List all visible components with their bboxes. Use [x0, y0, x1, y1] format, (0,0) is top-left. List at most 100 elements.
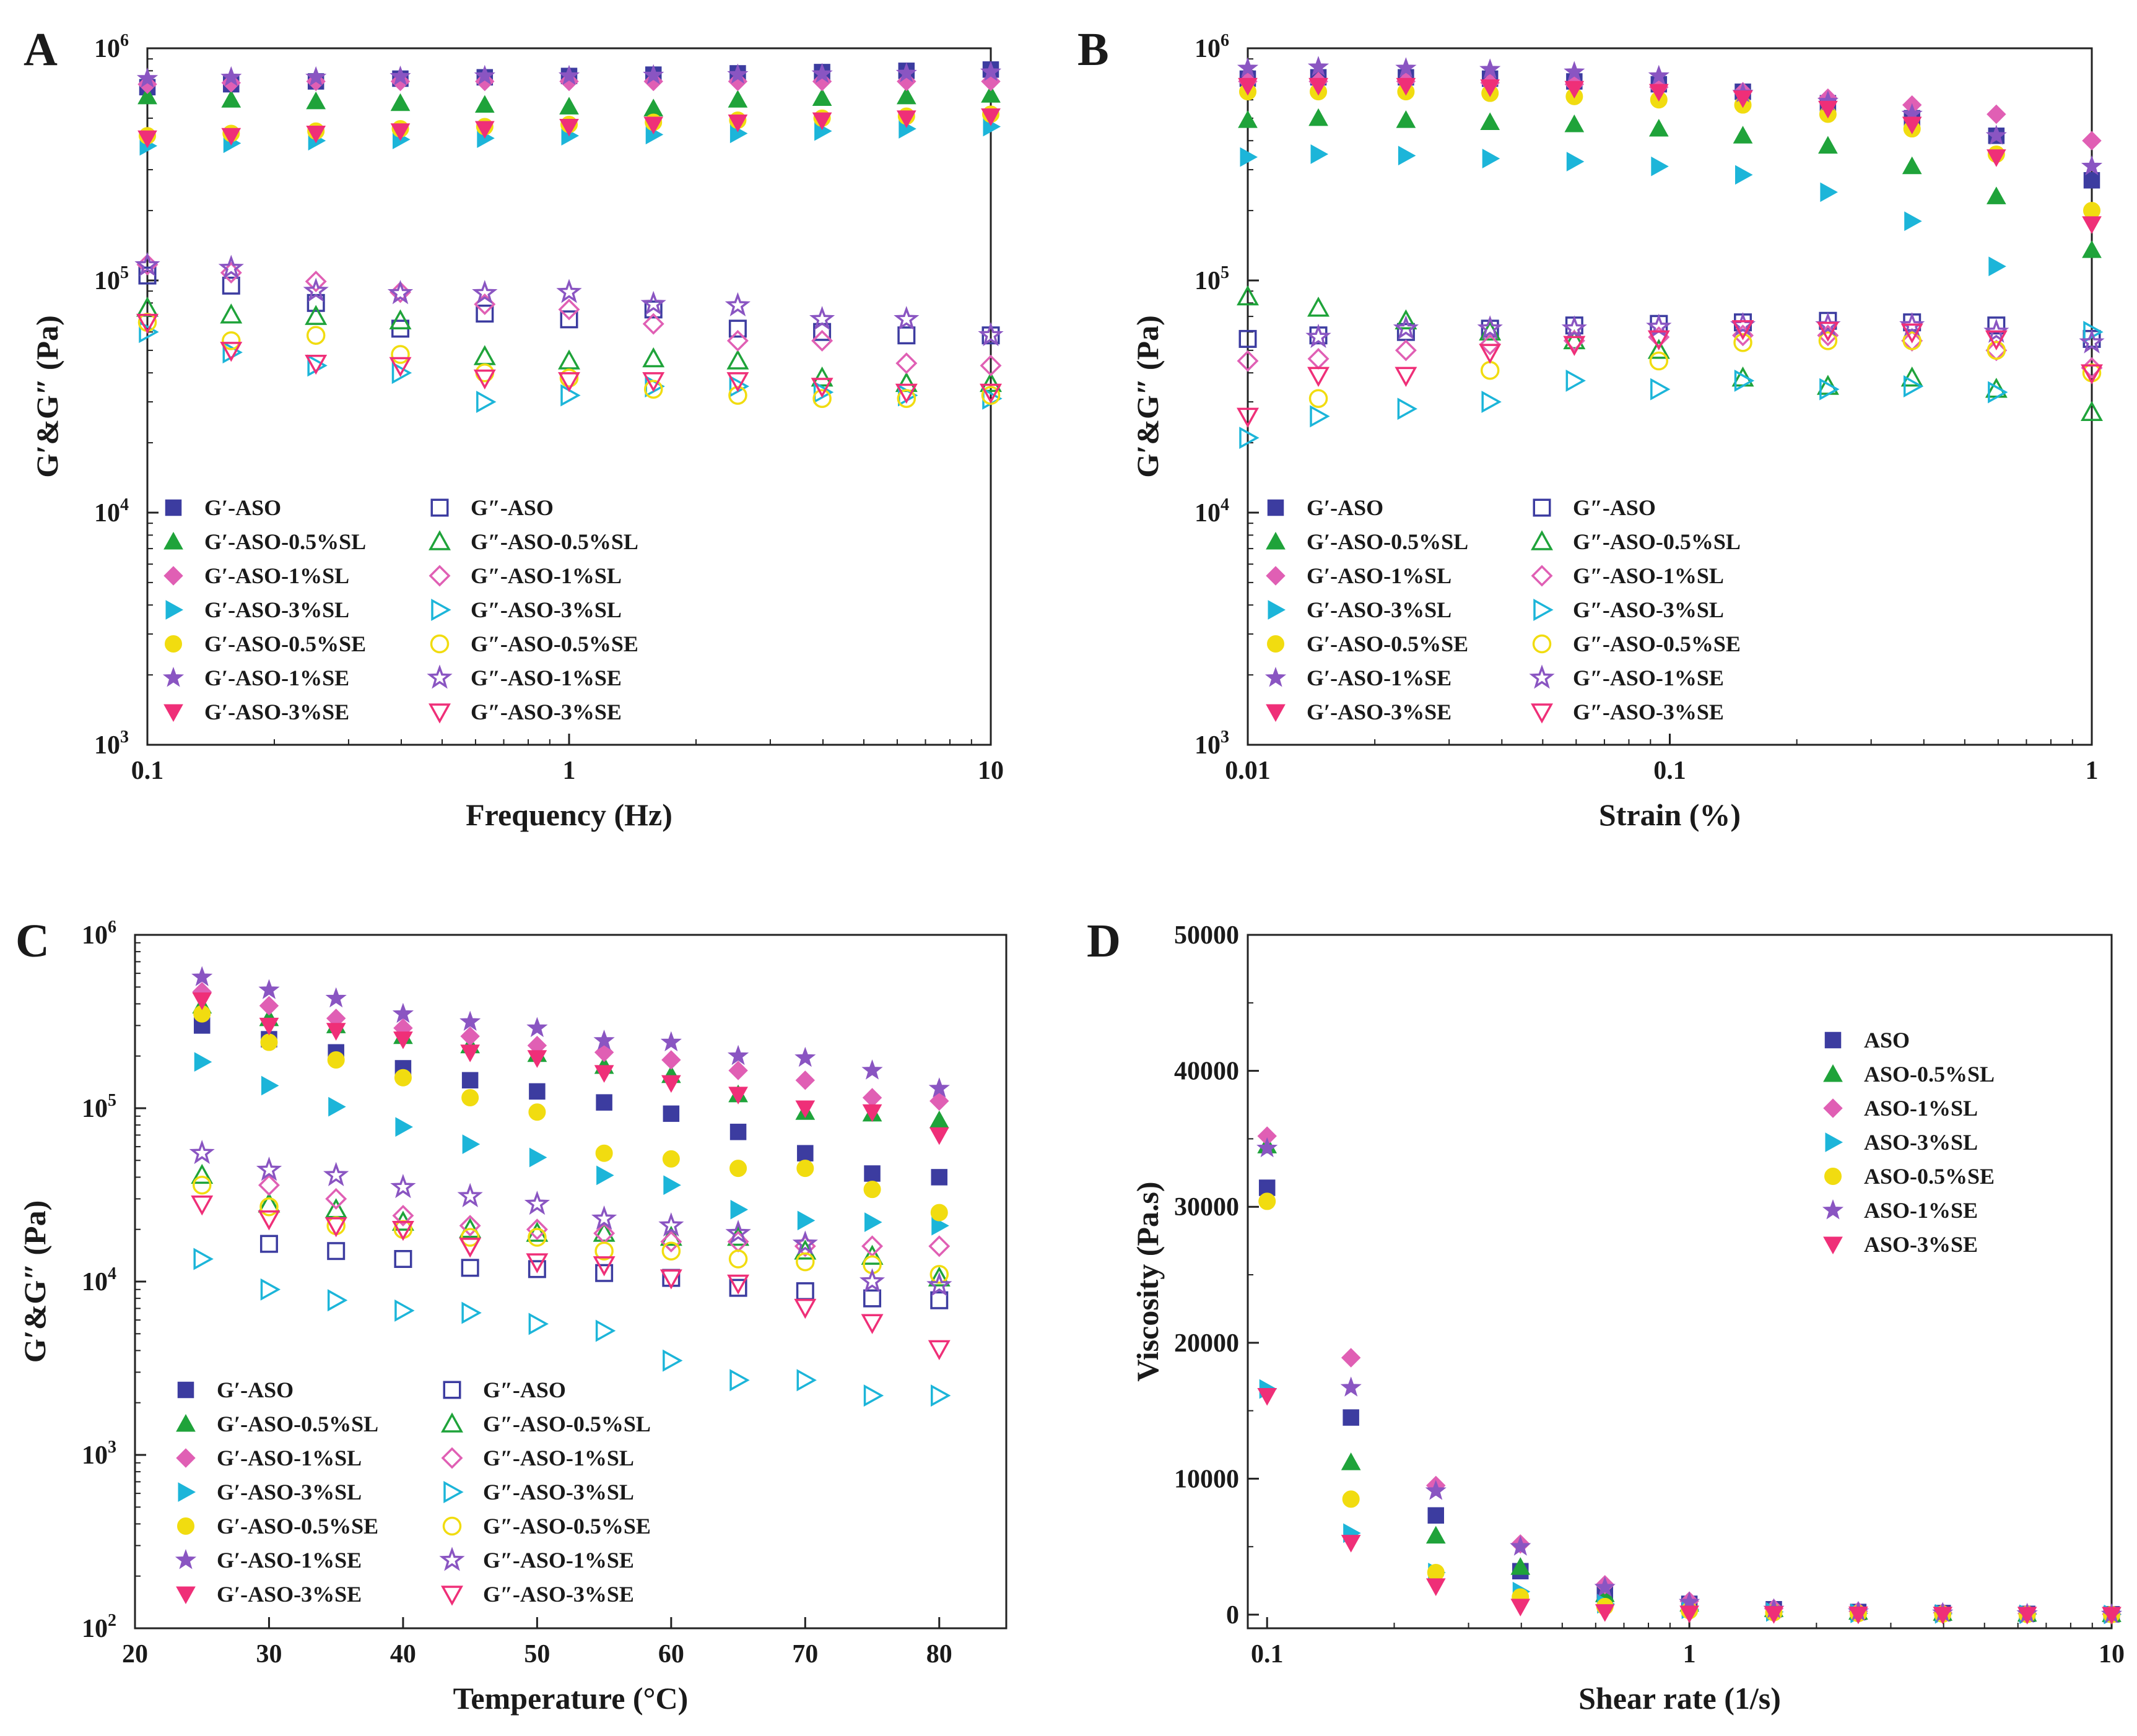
panel-c-data-point [526, 1017, 548, 1038]
panel-b-data-point [1308, 77, 1328, 96]
panel-c-legend-label: G′-ASO-0.5%SE [217, 1514, 378, 1539]
panel-a-data-point [809, 306, 835, 331]
panel-a-series-aso-1-sl [136, 253, 1002, 376]
panel-a-data-point [558, 298, 580, 321]
panel-c-x-tick-label: 50 [524, 1640, 550, 1669]
panel-a-data-point [811, 329, 833, 352]
panel-b-data-point [1237, 57, 1259, 77]
panel-b-data-point [1479, 344, 1502, 364]
panel-b-data-point [1480, 360, 1500, 380]
panel-a-data-point [305, 66, 327, 87]
panel-a-legend-marker [431, 599, 451, 621]
panel-d-y-axis-title: Viscosity (Pa.s) [1130, 1181, 1165, 1381]
panel-a-data-point [981, 71, 1001, 92]
panel-b-data-point [1237, 285, 1259, 306]
panel-c-data-point [930, 1204, 948, 1222]
panel-a-data-point [897, 71, 916, 92]
panel-c-data-point [259, 1197, 279, 1217]
panel-c-legend-marker [177, 1381, 194, 1399]
panel-c: C [15, 915, 50, 967]
panel-b-data-point [1398, 145, 1416, 166]
panel-c-legend-marker [441, 1412, 463, 1433]
panel-b-data-point [1648, 84, 1669, 102]
panel-d-data-point [1427, 1563, 1445, 1581]
panel-a-data-point [980, 354, 1002, 376]
panel-c-legend-item: G′-ASO [177, 1378, 294, 1402]
panel-b-legend-label: G′-ASO [1307, 495, 1383, 520]
panel-c-data-point [258, 979, 280, 999]
panel-b-legend-item: G′-ASO-1%SE [1264, 666, 1452, 690]
panel-b-legend-item: G″-ASO-3%SE [1531, 700, 1724, 724]
panel-c-data-point [392, 1002, 414, 1023]
panel-b-data-point [1815, 312, 1841, 337]
panel-c-data-point [861, 1244, 884, 1265]
panel-d-data-point [1341, 1348, 1361, 1368]
panel-b-data-point [1238, 110, 1258, 128]
panel-d-legend-marker [1823, 1064, 1843, 1082]
panel-d-x-axis-title: Shear rate (1/s) [1578, 1681, 1781, 1716]
panel-a-legend-label: G′-ASO-3%SE [204, 700, 349, 724]
panel-c-data-point [258, 1210, 281, 1231]
panel-b-legend-item: G′-ASO-1%SL [1266, 563, 1452, 588]
panel-a-legend-item: G″-ASO [430, 495, 554, 520]
panel-d-data-point [1425, 1578, 1446, 1596]
panel-d-series-aso-0-5-se [1258, 1192, 2120, 1623]
panel-b-data-point [1307, 56, 1330, 76]
panel-d-legend-marker [1824, 1168, 1842, 1185]
panel-c-y-tick-label: 102 [82, 1611, 116, 1643]
panel-a-data-point [643, 64, 664, 85]
panel-c-legend-item: G″-ASO-0.5%SE [442, 1514, 651, 1539]
panel-c-legend: G′-ASO G′-ASO-0.5%SL G′-ASO-1%SL G′-ASO-3%S… [175, 1378, 651, 1607]
panel-b-data-point [1985, 330, 2008, 351]
panel-c-legend-label: G′-ASO-1%SE [217, 1548, 362, 1573]
panel-a-legend-marker [163, 704, 183, 723]
panel-b-data-point [1733, 333, 1752, 352]
panel-b-data-point [1564, 114, 1585, 132]
panel-b-data-point [1647, 339, 1670, 359]
panel-b-data-point [1902, 116, 1922, 134]
panel-b-data-point [1310, 144, 1329, 164]
panel-b-data-point [1648, 64, 1669, 85]
panel-b-legend-item: G′-ASO-0.5%SL [1266, 529, 1468, 554]
panel-c-legend-item: G″-ASO [443, 1378, 566, 1402]
panel-a-legend-item: G″-ASO-1%SE [427, 664, 622, 690]
panel-c-legend-marker [176, 1586, 196, 1605]
panel-c-data-point [260, 1278, 281, 1301]
panel-a-legend-marker [429, 565, 451, 587]
panel-d-legend-label: ASO-0.5%SL [1864, 1062, 1995, 1087]
panel-d-data-point [1257, 1387, 1277, 1406]
panel-c-data-point [328, 1096, 346, 1117]
panel-a-data-point [642, 347, 665, 368]
panel-c-data-point [796, 1369, 817, 1392]
panel-d-data-point [2102, 1607, 2122, 1625]
panel-c-data-point [795, 1070, 816, 1090]
panel-c-data-point [864, 1212, 882, 1232]
panel-c-data-point [191, 1196, 214, 1216]
panel-c-data-point [728, 1087, 748, 1105]
panel-c-data-point [796, 1252, 815, 1272]
panel-c-series-aso-3-sl [193, 1248, 951, 1407]
panel-c-legend-item: G′-ASO-1%SE [175, 1548, 362, 1573]
panel-a-data-point [390, 71, 411, 92]
panel-a-data-point [559, 118, 579, 137]
panel-c-data-point [460, 1044, 481, 1062]
panel-a-data-point [387, 280, 414, 305]
panel-a-data-point [643, 380, 663, 399]
panel-a-data-point [218, 254, 244, 279]
panel-b-series-aso-0-5-se [1308, 331, 2102, 408]
panel-d-legend-label: ASO [1864, 1028, 1910, 1052]
panel-d-letter: D [1087, 915, 1121, 967]
panel-c-data-point [928, 1235, 951, 1257]
panel-b-series-aso-1-sl [1238, 71, 2102, 150]
panel-c-y-tick-label: 105 [82, 1091, 116, 1123]
panel-c-data-point [460, 1026, 480, 1046]
panel-c-data-point [324, 1217, 347, 1238]
panel-c-data-point [729, 1278, 747, 1297]
panel-c-data-point [864, 1165, 881, 1182]
panel-a-data-point [981, 108, 1001, 126]
panel-a-legend-marker [165, 499, 182, 516]
panel-b-data-point [1480, 79, 1500, 97]
panel-a-data-point [726, 349, 749, 370]
panel-a-data-point [559, 71, 579, 92]
panel-b-data-point [1647, 330, 1670, 351]
